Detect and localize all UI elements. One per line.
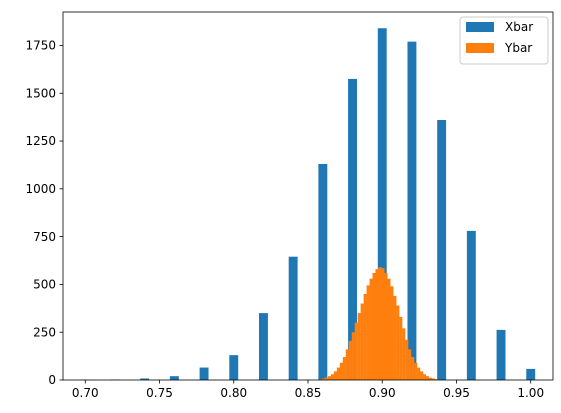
- xbar-bar: [377, 28, 387, 380]
- ybar-bar: [399, 316, 403, 380]
- ybar-bar: [396, 305, 400, 380]
- xbar-bar: [318, 163, 328, 380]
- ybar-bar: [420, 371, 424, 380]
- legend: Xbar Ybar: [459, 16, 549, 65]
- series-ybar: [319, 267, 441, 380]
- xbar-bar: [229, 355, 239, 380]
- ybar-bar: [417, 367, 421, 380]
- ybar-legend-label: Ybar: [504, 41, 532, 55]
- ybar-bar: [351, 332, 355, 380]
- ybar-bar: [366, 285, 370, 380]
- ybar-bar: [342, 357, 346, 380]
- ybar-bar: [414, 362, 418, 380]
- ybar-bar: [381, 268, 385, 380]
- ybar-bar: [408, 349, 412, 380]
- x-tick-label: 0.85: [295, 386, 322, 400]
- x-tick-label: 0.75: [146, 386, 173, 400]
- xbar-legend-swatch: [466, 22, 494, 32]
- ybar-bar: [360, 303, 364, 380]
- ybar-legend-swatch: [466, 43, 494, 53]
- xbar-bar: [259, 313, 268, 380]
- ybar-bar: [384, 272, 388, 380]
- bars-group: [80, 28, 536, 380]
- y-tick-label: 0: [48, 373, 56, 387]
- xbar-bar: [169, 376, 179, 380]
- ybar-bar: [345, 349, 349, 380]
- y-tick-label: 1250: [25, 134, 56, 148]
- xbar-bar: [288, 256, 298, 380]
- xbar-bar: [140, 378, 150, 380]
- ybar-bar: [322, 378, 326, 380]
- ybar-bar: [348, 340, 352, 380]
- series-xbar: [80, 28, 536, 380]
- y-tick-label: 750: [33, 230, 56, 244]
- plot-area: [63, 12, 553, 380]
- ybar-bar: [411, 357, 415, 380]
- ybar-bar: [369, 278, 373, 380]
- ybar-bar: [354, 322, 358, 380]
- ybar-bar: [423, 374, 427, 380]
- ybar-bar: [372, 272, 376, 380]
- ybar-bar: [425, 376, 430, 380]
- ybar-bar: [428, 377, 433, 380]
- ybar-bar: [405, 339, 409, 380]
- y-tick-label: 1750: [25, 39, 56, 53]
- y-tick-label: 1000: [25, 182, 56, 196]
- x-tick-label: 0.80: [220, 386, 247, 400]
- xbar-bar: [466, 230, 476, 380]
- ybar-bar: [387, 278, 391, 380]
- plot-frame: [62, 11, 554, 381]
- ybar-bar: [357, 313, 361, 380]
- xbar-bar: [199, 367, 209, 380]
- y-tick-label: 250: [33, 325, 56, 339]
- y-tick-label: 500: [33, 278, 56, 292]
- x-tick-label: 0.90: [369, 386, 396, 400]
- x-tick-label: 0.95: [443, 386, 470, 400]
- ybar-bar: [327, 376, 332, 380]
- xbar-bar: [437, 120, 447, 380]
- ybar-bar: [363, 293, 367, 380]
- x-tick-label: 1.00: [517, 386, 544, 400]
- ybar-bar: [339, 362, 343, 380]
- ybar-bar: [333, 371, 338, 380]
- xbar-legend-label: Xbar: [505, 20, 533, 34]
- ybar-bar: [402, 328, 406, 380]
- y-tick-label: 1500: [25, 86, 56, 100]
- xbar-bar: [526, 368, 536, 380]
- ybar-bar: [330, 374, 335, 380]
- ybar-bar: [378, 267, 382, 380]
- ybar-bar: [390, 286, 394, 380]
- x-tick-label: 0.70: [72, 386, 99, 400]
- xbar-bar: [407, 41, 417, 380]
- ybar-bar: [393, 295, 397, 380]
- y-axis: 0 250 500 750 1000 1250 1500 1750: [25, 39, 63, 387]
- xbar-bar: [348, 78, 357, 380]
- ybar-bar: [431, 378, 436, 380]
- xbar-bar: [496, 329, 506, 380]
- ybar-bar: [375, 269, 379, 380]
- x-axis: 0.70 0.75 0.80 0.85 0.90 0.95 1.00: [72, 380, 544, 400]
- ybar-bar: [325, 377, 329, 380]
- ybar-bar: [336, 367, 340, 380]
